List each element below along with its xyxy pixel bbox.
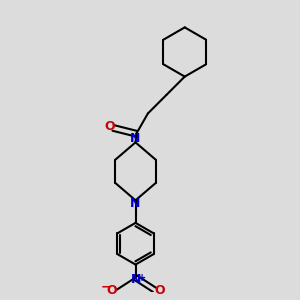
Text: O: O bbox=[106, 284, 117, 297]
Text: N: N bbox=[130, 132, 141, 146]
Text: +: + bbox=[138, 273, 146, 283]
Text: −: − bbox=[100, 281, 111, 294]
Text: O: O bbox=[154, 284, 165, 297]
Text: N: N bbox=[131, 273, 141, 286]
Text: N: N bbox=[130, 197, 141, 210]
Text: O: O bbox=[104, 120, 115, 133]
